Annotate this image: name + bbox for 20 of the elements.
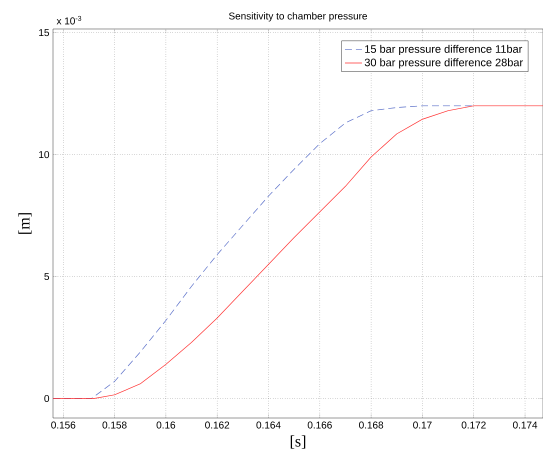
- x-tick-label: 0.156: [51, 422, 76, 429]
- x-tick-label: 0.17: [413, 422, 432, 429]
- y-axis-title: [m]: [18, 213, 32, 234]
- legend-label: 15 bar pressure difference 11bar: [365, 44, 522, 56]
- y-tick-label: 15: [39, 29, 50, 36]
- y-tick-label: 5: [44, 273, 50, 280]
- x-tick-label: 0.164: [256, 422, 281, 429]
- x-tick-label: 0.174: [512, 422, 538, 429]
- x-tick-label: 0.172: [462, 422, 486, 429]
- y-tick-label: 0: [44, 394, 50, 402]
- chart-title: Sensitivity to chamber pressure: [228, 12, 368, 22]
- x-tick-label: 0.16: [156, 422, 176, 429]
- x-tick-label: 0.158: [102, 422, 127, 429]
- x-tick-label: 0.166: [308, 422, 332, 429]
- text: x 10$^{-3}$: [56, 16, 82, 24]
- x-axis-title: [s]: [290, 435, 306, 449]
- legend-label: 30 bar pressure difference 28bar: [364, 58, 523, 68]
- y-tick-label: 10: [39, 151, 50, 158]
- x-tick-label: 0.162: [205, 422, 230, 429]
- x-tick-label: 0.168: [359, 422, 384, 429]
